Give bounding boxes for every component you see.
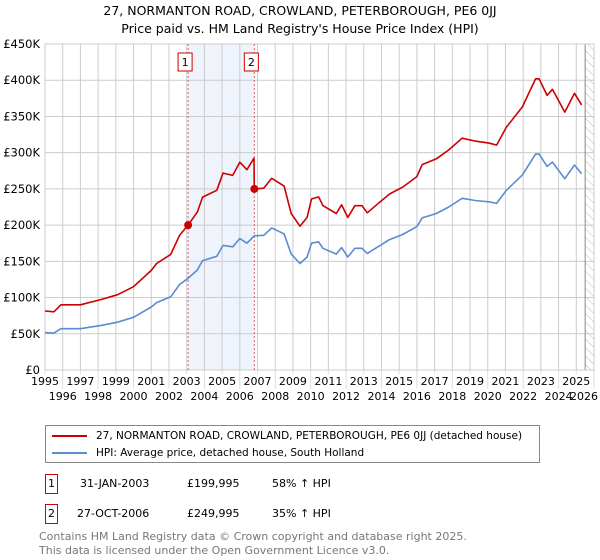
y-tick-label: £400K <box>3 73 40 87</box>
y-tick-label: £200K <box>3 218 40 232</box>
sale-2-point <box>250 184 259 193</box>
sale-1-point <box>184 221 193 230</box>
x-tick-label: 2001 <box>137 375 165 388</box>
sale-1-marker-label: 1 <box>182 56 189 69</box>
sale-price: £199,995 <box>187 477 240 490</box>
x-tick-label: 2024 <box>545 390 573 403</box>
y-tick-label: £350K <box>3 109 40 123</box>
legend-label: 27, NORMANTON ROAD, CROWLAND, PETERBOROU… <box>96 430 523 442</box>
x-tick-label: 2023 <box>527 375 555 388</box>
y-tick-label: £300K <box>3 146 40 160</box>
x-tick-label: 2020 <box>474 390 502 403</box>
legend-label: HPI: Average price, detached house, Sout… <box>96 447 365 459</box>
sale-row: 2 27-OCT-2006 £249,995 35% ↑ HPI <box>45 504 545 524</box>
x-tick-label: 2015 <box>385 375 413 388</box>
hpi-series-line <box>44 153 583 334</box>
sale-marker-label: 2 <box>45 504 58 524</box>
x-tick-label: 2009 <box>279 375 307 388</box>
y-tick-label: £450K <box>3 37 40 51</box>
x-tick-label: 2012 <box>332 390 360 403</box>
sale-marker-label: 1 <box>45 474 58 494</box>
x-tick-label: 2005 <box>208 375 236 388</box>
x-tick-label: 2008 <box>261 390 289 403</box>
x-tick-label: 2006 <box>226 390 254 403</box>
x-tick-label: 1996 <box>49 390 77 403</box>
y-tick-label: £100K <box>3 291 40 305</box>
x-tick-label: 1995 <box>31 375 59 388</box>
x-tick-label: 2026 <box>570 390 598 403</box>
x-tick-label: 2013 <box>350 375 378 388</box>
price-chart: 1995 1996 1997 1998 1999 2000 2001 2002 2003 2004… <box>3 37 598 403</box>
x-tick-label: 2000 <box>120 390 148 403</box>
x-tick-label: 2022 <box>509 390 537 403</box>
x-tick-label: 2004 <box>190 390 218 403</box>
sale-date: 27-OCT-2006 <box>77 507 150 520</box>
property-price-series-line <box>44 78 583 313</box>
footer-licence: This data is licensed under the Open Gov… <box>39 544 390 557</box>
red-line-swatch <box>52 435 87 437</box>
hatched-future-region <box>585 44 594 370</box>
x-tick-label: 2007 <box>244 375 272 388</box>
sale-hpi-change: 35% ↑ HPI <box>272 507 331 520</box>
ownership-period-shading <box>188 44 255 370</box>
x-tick-label: 1999 <box>102 375 130 388</box>
legend: 27, NORMANTON ROAD, CROWLAND, PETERBOROU… <box>45 425 540 463</box>
x-tick-label: 1997 <box>66 375 94 388</box>
x-tick-label: 2021 <box>491 375 519 388</box>
x-tick-label: 2016 <box>403 390 431 403</box>
sale-row: 1 31-JAN-2003 £199,995 58% ↑ HPI <box>45 474 545 494</box>
plot-area <box>45 44 594 370</box>
sale-date: 31-JAN-2003 <box>80 477 150 490</box>
blue-line-swatch <box>52 452 87 454</box>
x-tick-label: 2019 <box>456 375 484 388</box>
sale-1-marker-box <box>177 52 193 72</box>
chart-subtitle: Price paid vs. HM Land Registry's House … <box>121 21 479 36</box>
x-tick-label: 2010 <box>297 390 325 403</box>
x-tick-label: 2014 <box>367 390 395 403</box>
chart-title: 27, NORMANTON ROAD, CROWLAND, PETERBOROU… <box>103 3 497 18</box>
y-tick-label: £250K <box>3 182 40 196</box>
y-tick-label: £0 <box>25 363 40 377</box>
legend-item-property: 27, NORMANTON ROAD, CROWLAND, PETERBOROU… <box>52 428 522 444</box>
x-tick-label: 1998 <box>84 390 112 403</box>
x-tick-label: 2018 <box>438 390 466 403</box>
y-tick-label: £150K <box>3 254 40 268</box>
footer-copyright: Contains HM Land Registry data © Crown c… <box>39 530 467 543</box>
y-tick-label: £50K <box>11 327 41 341</box>
x-tick-label: 2025 <box>562 375 590 388</box>
sale-price: £249,995 <box>187 507 240 520</box>
sale-hpi-change: 58% ↑ HPI <box>272 477 331 490</box>
x-tick-label: 2003 <box>173 375 201 388</box>
legend-item-hpi: HPI: Average price, detached house, Sout… <box>52 445 364 461</box>
sale-2-marker-box <box>243 52 259 72</box>
sale-2-marker-label: 2 <box>248 56 255 69</box>
x-tick-label: 2017 <box>421 375 449 388</box>
x-tick-label: 2002 <box>155 390 183 403</box>
x-tick-label: 2011 <box>314 375 342 388</box>
plot-frame <box>44 43 595 371</box>
